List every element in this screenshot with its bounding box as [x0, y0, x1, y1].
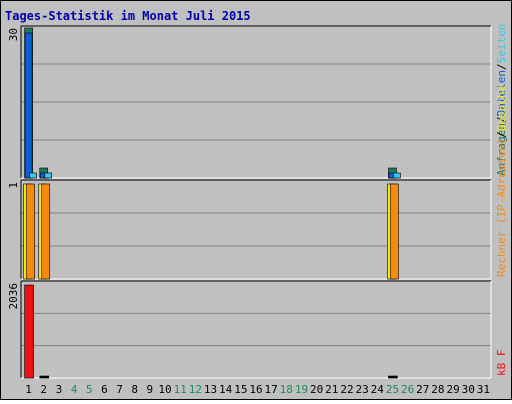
- panel-bars: [24, 27, 401, 179]
- x-tick-label-4: 4: [71, 383, 78, 396]
- bar-rechner-ip-adressen--day-1: [26, 183, 35, 280]
- x-tick-label-7: 7: [116, 383, 123, 396]
- x-tick-label-25: 25: [386, 383, 399, 396]
- x-tick-label-31: 31: [477, 383, 490, 396]
- x-tick-label-20: 20: [310, 383, 323, 396]
- legend-entry: Seiten: [495, 24, 508, 64]
- panel-legend: Anfragen/Dateien/Seiten: [495, 24, 508, 176]
- x-tick-label-23: 23: [356, 383, 369, 396]
- x-tick-label-18: 18: [280, 383, 293, 396]
- x-tick-label-3: 3: [56, 383, 63, 396]
- x-tick-label-12: 12: [189, 383, 202, 396]
- legend-entry: Rechner (IP-Adressen): [495, 138, 508, 277]
- x-axis: 1 2 3 4 5 6 7 8 9 10 11 12 13 14 15 16 17 18 19 20 21 22 23 24 2…: [25, 383, 490, 396]
- x-tick-label-2: 2: [40, 383, 47, 396]
- x-tick-label-10: 10: [158, 383, 171, 396]
- x-tick-label-29: 29: [446, 383, 459, 396]
- legend-entry: Anfragen: [495, 123, 508, 176]
- legend-entry: Dateien: [495, 70, 508, 116]
- x-tick-label-13: 13: [204, 383, 217, 396]
- panel-3: 2036 kB F: [7, 280, 508, 379]
- bar-kb-day-1: [24, 284, 34, 379]
- panel-max-label: 30: [7, 28, 20, 41]
- bar-kb-day-25: [388, 375, 398, 379]
- x-tick-label-9: 9: [147, 383, 154, 396]
- x-tick-label-30: 30: [462, 383, 475, 396]
- bar-rechner-ip-adressen--day-25: [390, 183, 399, 280]
- legend-entry: /: [495, 116, 508, 123]
- legend-entry: kB F: [495, 350, 508, 377]
- x-tick-label-11: 11: [174, 383, 187, 396]
- x-tick-label-1: 1: [25, 383, 32, 396]
- bar-seiten-day-1: [29, 172, 37, 179]
- bar-seiten-day-2: [44, 172, 53, 179]
- panel-bars: [24, 284, 398, 379]
- x-tick-label-22: 22: [340, 383, 353, 396]
- legend-entry: Besuche: [495, 85, 508, 131]
- x-tick-label-5: 5: [86, 383, 93, 396]
- panel-2: 1 Rechner (IP-Adressen)/Besuche: [7, 85, 508, 280]
- x-tick-label-16: 16: [249, 383, 262, 396]
- x-tick-label-28: 28: [431, 383, 444, 396]
- x-tick-label-26: 26: [401, 383, 414, 396]
- panel-legend: Rechner (IP-Adressen)/Besuche: [495, 85, 508, 277]
- legend-entry: /: [495, 131, 508, 138]
- bar-dateien-day-1: [24, 32, 33, 179]
- x-tick-label-17: 17: [265, 383, 278, 396]
- x-tick-label-15: 15: [234, 383, 247, 396]
- bar-seiten-day-25: [393, 172, 401, 179]
- x-tick-label-19: 19: [295, 383, 308, 396]
- panel-legend: kB F: [495, 350, 508, 377]
- panel-max-label: 2036: [7, 283, 20, 310]
- bar-kb-day-2: [39, 375, 50, 379]
- panel-max-label: 1: [7, 182, 20, 189]
- panel-plot-area: [21, 281, 491, 378]
- x-tick-label-21: 21: [325, 383, 338, 396]
- panel-bars: [23, 183, 399, 280]
- legend-entry: /: [495, 63, 508, 70]
- x-tick-label-6: 6: [101, 383, 108, 396]
- x-tick-label-27: 27: [416, 383, 429, 396]
- bar-rechner-ip-adressen--day-2: [41, 183, 51, 280]
- x-tick-label-24: 24: [371, 383, 385, 396]
- x-tick-label-14: 14: [219, 383, 233, 396]
- x-tick-label-8: 8: [131, 383, 138, 396]
- panel-plot-area: [21, 180, 491, 279]
- chart-title: Tages-Statistik im Monat Juli 2015: [5, 9, 251, 23]
